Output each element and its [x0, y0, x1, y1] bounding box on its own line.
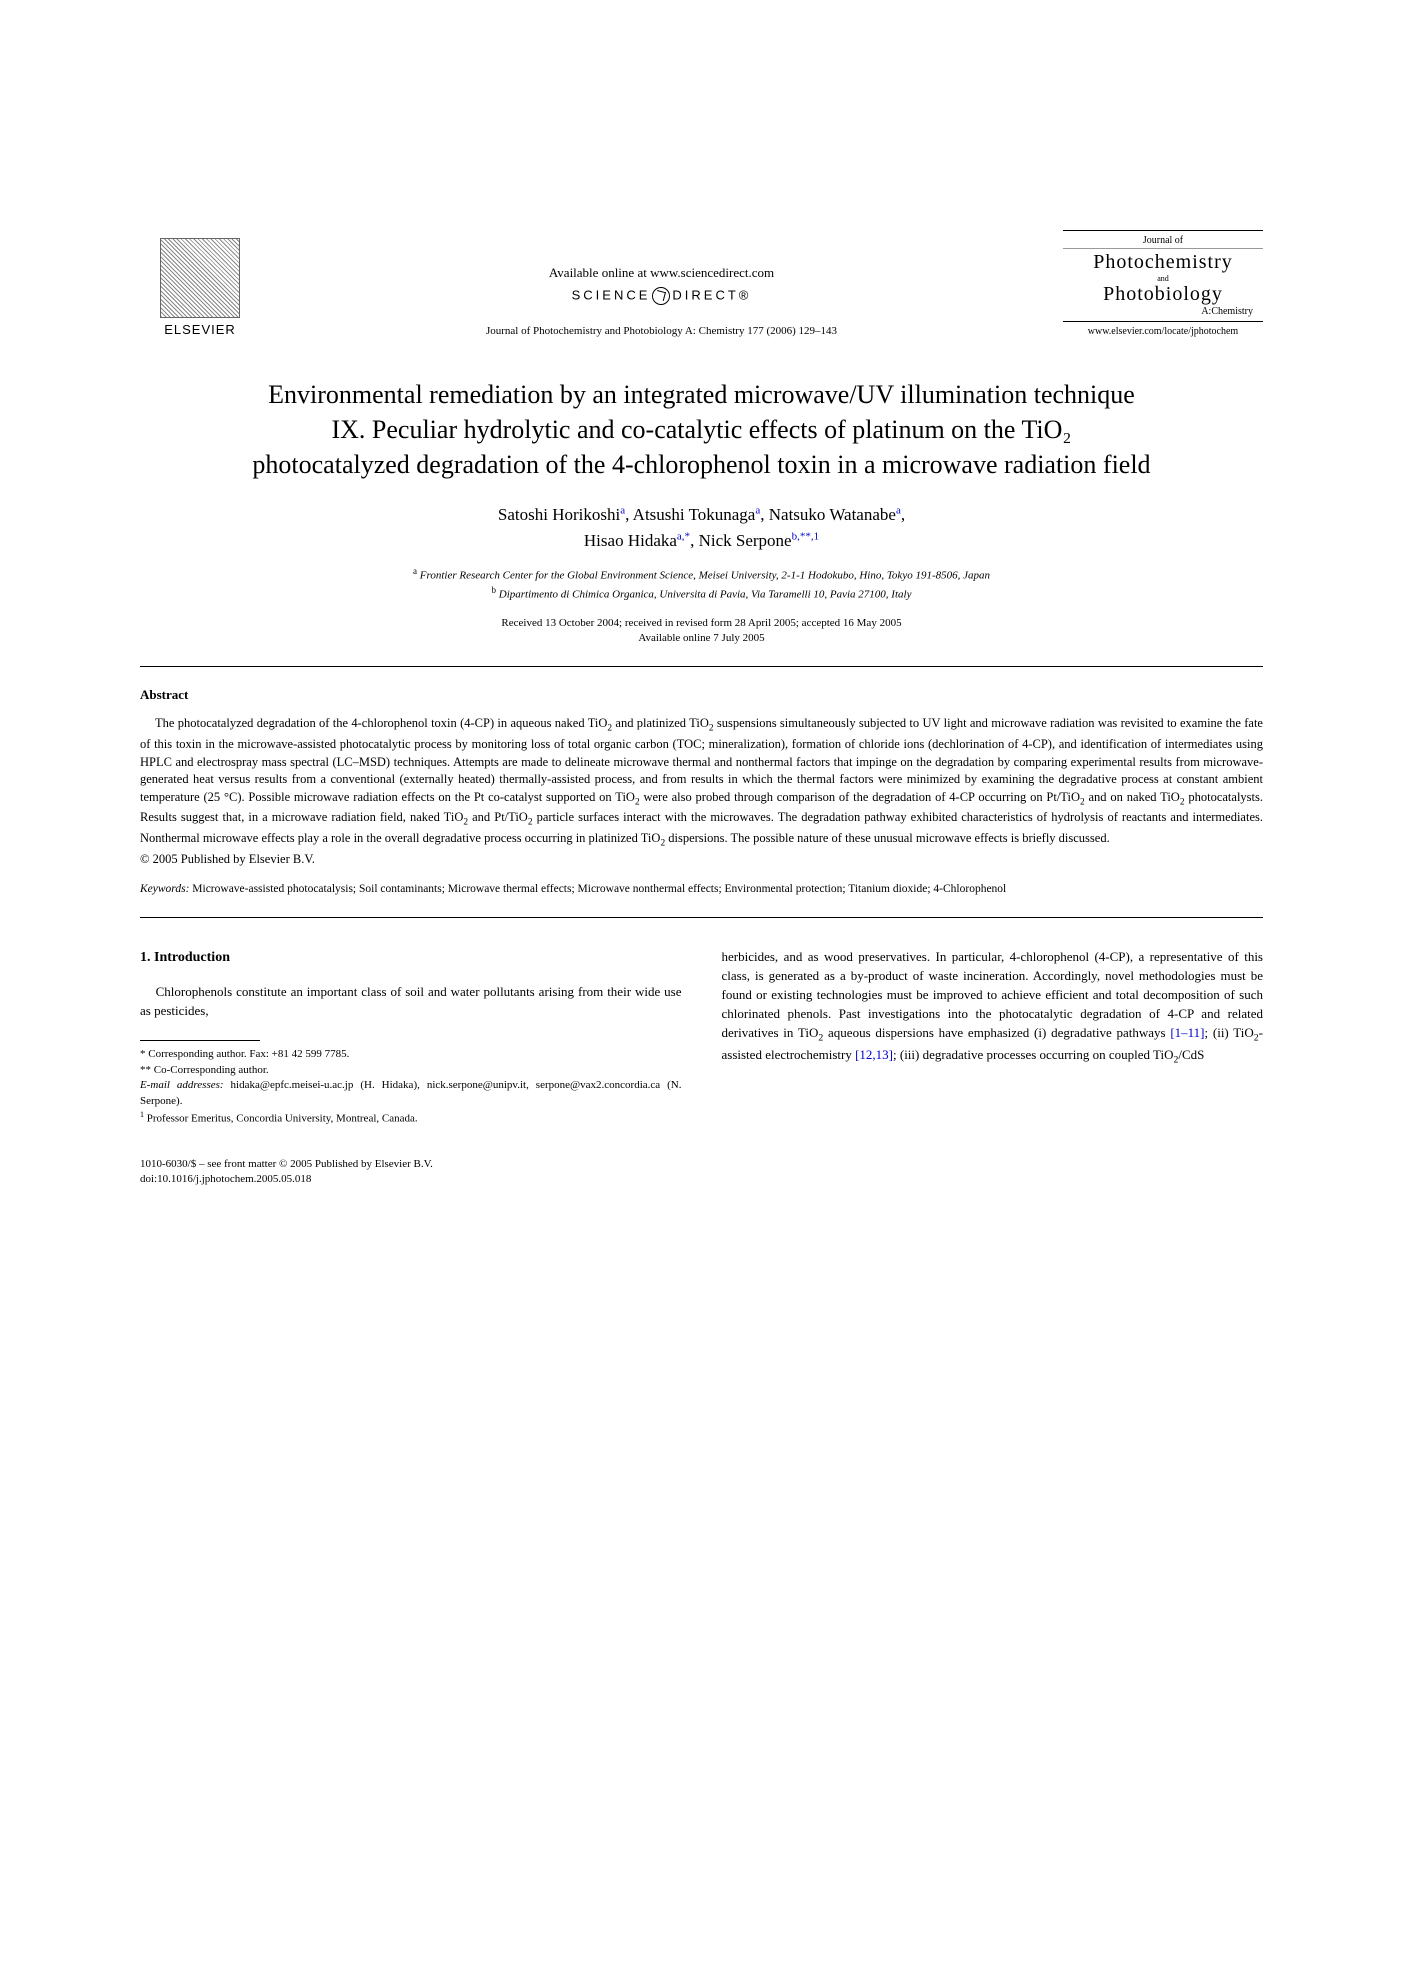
affiliation-a: a Frontier Research Center for the Globa… — [140, 565, 1263, 584]
footer-line-1: 1010-6030/$ – see front matter © 2005 Pu… — [140, 1157, 1263, 1172]
footnote-1: 1 Professor Emeritus, Concordia Universi… — [140, 1109, 682, 1127]
elsevier-tree-icon — [160, 238, 240, 318]
footnote-corr2: ** Co-Corresponding author. — [140, 1063, 682, 1078]
body-columns: 1. Introduction Chlorophenols constitute… — [140, 948, 1263, 1127]
section-1-heading: 1. Introduction — [140, 948, 682, 968]
footnote-rule — [140, 1040, 260, 1041]
rule-bottom — [140, 917, 1263, 918]
footer-line-2: doi:10.1016/j.jphotochem.2005.05.018 — [140, 1172, 1263, 1187]
journal-of-text: Journal of — [1063, 235, 1263, 249]
email-label: E-mail addresses: — [140, 1079, 224, 1091]
authors-line-2: Hisao Hidakaa,*, Nick Serponeb,**,1 — [140, 528, 1263, 554]
achemistry-text: A:Chemistry — [1063, 306, 1263, 317]
title-block: Environmental remediation by an integrat… — [252, 377, 1152, 482]
journal-header: ELSEVIER Available online at www.science… — [140, 230, 1263, 337]
left-column: 1. Introduction Chlorophenols constitute… — [140, 948, 682, 1127]
elsevier-text: ELSEVIER — [164, 322, 236, 337]
keywords-label: Keywords: — [140, 883, 189, 895]
sciencedirect-logo: SCIENCE DIRECT® — [280, 287, 1043, 305]
abstract-body: The photocatalyzed degradation of the 4-… — [140, 715, 1263, 850]
journal-title-box: Journal of Photochemistry and Photobiolo… — [1063, 230, 1263, 337]
keywords-text: Microwave-assisted photocatalysis; Soil … — [192, 883, 1006, 895]
dates-line-1: Received 13 October 2004; received in re… — [140, 616, 1263, 631]
journal-citation: Journal of Photochemistry and Photobiolo… — [280, 325, 1043, 337]
sciencedirect-icon — [652, 287, 670, 305]
footnotes-block: * Corresponding author. Fax: +81 42 599 … — [140, 1047, 682, 1127]
right-column: herbicides, and as wood preservatives. I… — [722, 948, 1264, 1127]
elsevier-logo-block: ELSEVIER — [140, 238, 260, 337]
photobiology-text: Photobiology — [1063, 283, 1263, 306]
article-subtitle: IX. Peculiar hydrolytic and co-catalytic… — [252, 412, 1152, 482]
and-text: and — [1063, 274, 1263, 283]
footer-block: 1010-6030/$ – see front matter © 2005 Pu… — [140, 1157, 1263, 1188]
authors-line-1: Satoshi Horikoshia, Atsushi Tokunagaa, N… — [140, 502, 1263, 528]
dates-block: Received 13 October 2004; received in re… — [140, 616, 1263, 647]
copyright-text: © 2005 Published by Elsevier B.V. — [140, 852, 1263, 867]
affiliations-block: a Frontier Research Center for the Globa… — [140, 565, 1263, 603]
sd-left: SCIENCE — [572, 287, 651, 302]
article-title: Environmental remediation by an integrat… — [252, 377, 1152, 412]
footnote-corr1: * Corresponding author. Fax: +81 42 599 … — [140, 1047, 682, 1062]
photochemistry-text: Photochemistry — [1063, 251, 1263, 274]
dates-line-2: Available online 7 July 2005 — [140, 631, 1263, 646]
journal-box-inner: Journal of Photochemistry and Photobiolo… — [1063, 230, 1263, 322]
intro-para-right: herbicides, and as wood preservatives. I… — [722, 948, 1264, 1067]
journal-url: www.elsevier.com/locate/jphotochem — [1063, 326, 1263, 337]
keywords-block: Keywords: Microwave-assisted photocataly… — [140, 881, 1263, 897]
center-header: Available online at www.sciencedirect.co… — [260, 265, 1063, 337]
abstract-heading: Abstract — [140, 687, 1263, 703]
available-online-text: Available online at www.sciencedirect.co… — [280, 265, 1043, 281]
affiliation-b: b Dipartimento di Chimica Organica, Univ… — [140, 584, 1263, 603]
rule-top — [140, 666, 1263, 667]
footnote-emails: E-mail addresses: hidaka@epfc.meisei-u.a… — [140, 1078, 682, 1109]
intro-para-left: Chlorophenols constitute an important cl… — [140, 983, 682, 1021]
sd-right: DIRECT® — [672, 287, 751, 302]
authors-block: Satoshi Horikoshia, Atsushi Tokunagaa, N… — [140, 502, 1263, 553]
